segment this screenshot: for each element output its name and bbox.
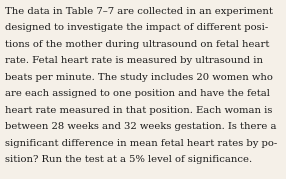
Text: are each assigned to one position and have the fetal: are each assigned to one position and ha…: [5, 89, 270, 98]
Text: between 28 weeks and 32 weeks gestation. Is there a: between 28 weeks and 32 weeks gestation.…: [5, 122, 277, 131]
Text: designed to investigate the impact of different posi-: designed to investigate the impact of di…: [5, 23, 268, 32]
Text: The data in Table 7–7 are collected in an experiment: The data in Table 7–7 are collected in a…: [5, 7, 273, 16]
Text: beats per minute. The study includes 20 women who: beats per minute. The study includes 20 …: [5, 73, 273, 82]
Text: rate. Fetal heart rate is measured by ultrasound in: rate. Fetal heart rate is measured by ul…: [5, 56, 263, 65]
Text: sition? Run the test at a 5% level of significance.: sition? Run the test at a 5% level of si…: [5, 155, 252, 164]
Text: significant difference in mean fetal heart rates by po-: significant difference in mean fetal hea…: [5, 139, 277, 147]
Text: tions of the mother during ultrasound on fetal heart: tions of the mother during ultrasound on…: [5, 40, 269, 49]
Text: heart rate measured in that position. Each woman is: heart rate measured in that position. Ea…: [5, 106, 273, 115]
